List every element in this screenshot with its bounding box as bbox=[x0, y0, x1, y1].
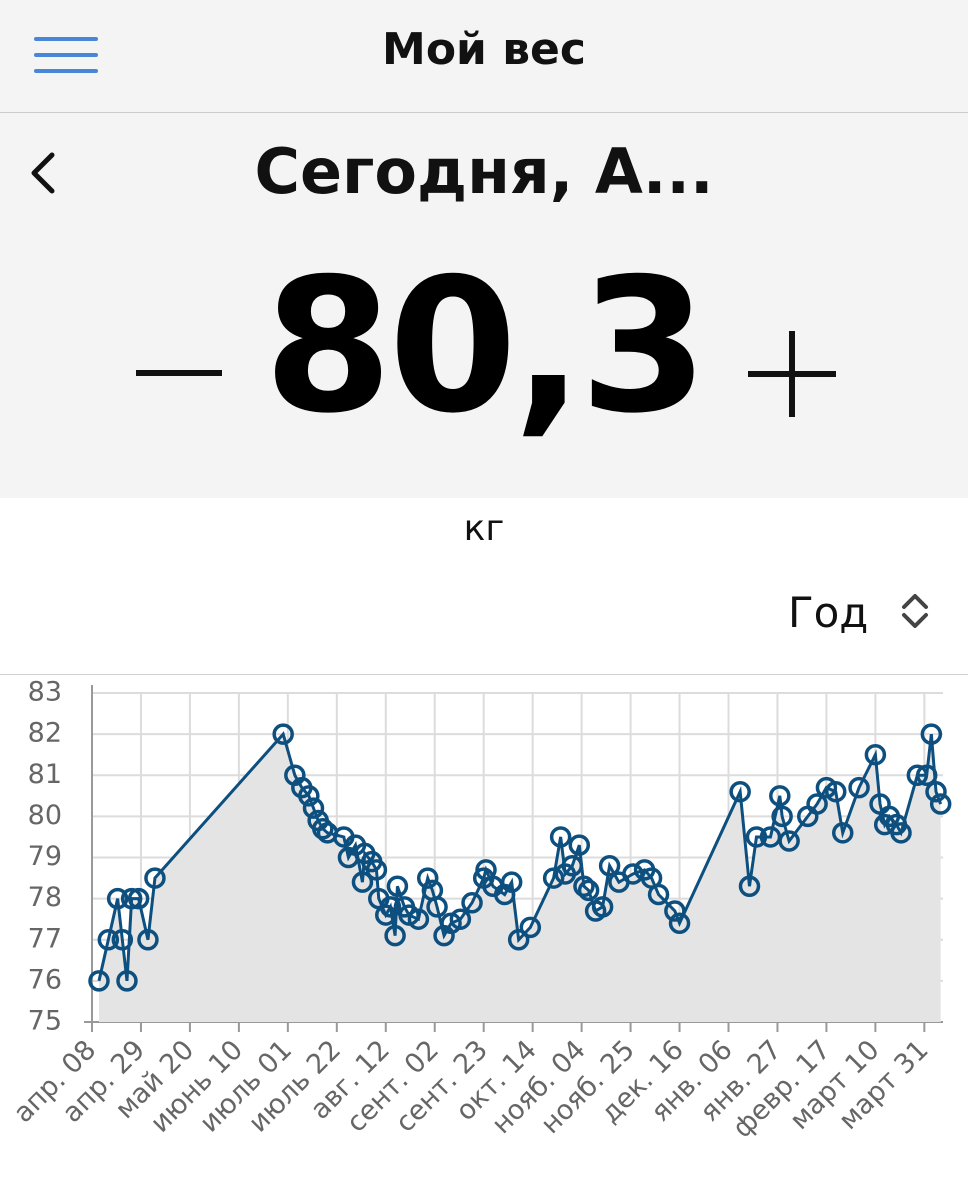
point bbox=[864, 743, 887, 766]
y-tick-label: 82 bbox=[28, 718, 62, 749]
point bbox=[906, 764, 929, 786]
point bbox=[929, 793, 952, 815]
point bbox=[771, 805, 793, 828]
point bbox=[461, 891, 483, 914]
point bbox=[598, 854, 621, 877]
point bbox=[407, 908, 430, 930]
point bbox=[137, 929, 159, 951]
minus-button[interactable] bbox=[134, 368, 224, 378]
y-tick-label: 79 bbox=[28, 841, 62, 872]
point bbox=[416, 867, 439, 889]
point bbox=[549, 826, 572, 848]
point bbox=[778, 830, 800, 852]
point bbox=[647, 883, 670, 906]
separator bbox=[0, 674, 968, 675]
point bbox=[365, 859, 388, 881]
point bbox=[272, 723, 294, 745]
point bbox=[542, 867, 565, 889]
point bbox=[561, 854, 584, 877]
point bbox=[591, 896, 614, 918]
point bbox=[116, 970, 138, 992]
point bbox=[302, 797, 325, 819]
point bbox=[831, 822, 854, 844]
day-label: Сегодня, А... bbox=[254, 135, 714, 208]
period-label: Год bbox=[788, 588, 869, 637]
point bbox=[573, 875, 595, 898]
point bbox=[729, 780, 751, 803]
y-tick-label: 78 bbox=[28, 882, 62, 913]
point bbox=[806, 793, 828, 815]
point bbox=[351, 871, 374, 893]
point bbox=[848, 776, 870, 799]
point bbox=[500, 871, 523, 893]
point bbox=[144, 867, 166, 889]
point bbox=[668, 912, 691, 935]
period-icon bbox=[901, 594, 928, 628]
back-button[interactable] bbox=[28, 151, 60, 195]
point bbox=[890, 822, 912, 844]
point bbox=[312, 817, 334, 840]
weight-unit: кг bbox=[463, 508, 505, 549]
y-tick-label: 75 bbox=[28, 1006, 62, 1037]
weight-value: 80,3 bbox=[263, 238, 708, 454]
point bbox=[120, 887, 143, 910]
y-tick-label: 80 bbox=[28, 800, 62, 831]
point bbox=[106, 887, 129, 910]
y-tick-label: 83 bbox=[28, 677, 62, 708]
period-selector[interactable]: Год bbox=[788, 588, 930, 637]
point bbox=[449, 908, 472, 930]
y-tick-label: 76 bbox=[28, 964, 62, 995]
y-tick-label: 77 bbox=[28, 923, 62, 954]
point bbox=[577, 879, 600, 902]
day-panel: Сегодня, А... 80,3 bbox=[0, 113, 968, 498]
point bbox=[97, 929, 120, 951]
point bbox=[664, 900, 686, 922]
point bbox=[88, 970, 110, 992]
point bbox=[507, 929, 530, 951]
header: Мой вес bbox=[0, 0, 968, 113]
point bbox=[386, 875, 409, 898]
menu-button[interactable] bbox=[34, 36, 98, 76]
point bbox=[519, 916, 542, 939]
point bbox=[379, 896, 402, 918]
point bbox=[111, 929, 134, 951]
point bbox=[769, 785, 791, 807]
point bbox=[738, 875, 761, 898]
point bbox=[915, 764, 938, 786]
point bbox=[825, 780, 847, 803]
point bbox=[925, 780, 947, 803]
point bbox=[920, 723, 943, 745]
point bbox=[127, 887, 150, 910]
point bbox=[568, 834, 591, 856]
line bbox=[97, 731, 943, 982]
point bbox=[298, 785, 320, 807]
point bbox=[745, 826, 768, 848]
point bbox=[384, 924, 406, 947]
y-tick-label: 81 bbox=[28, 759, 62, 790]
header-title: Мой вес bbox=[382, 24, 586, 75]
point bbox=[426, 896, 448, 918]
plus-button[interactable] bbox=[746, 329, 838, 419]
